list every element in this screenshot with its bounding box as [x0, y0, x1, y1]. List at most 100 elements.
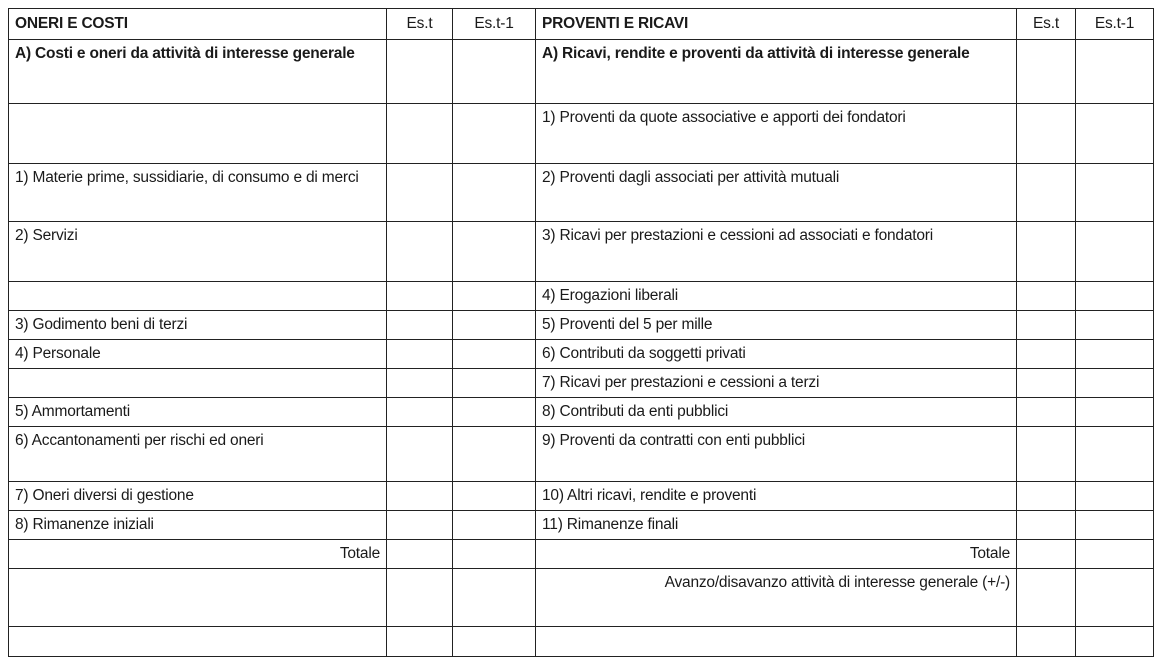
oneri-es-t-1-value — [452, 103, 536, 164]
proventi-label: 8) Contributi da enti pubblici — [535, 397, 1017, 427]
table-row: 7) Ricavi per prestazioni e cessioni a t… — [8, 368, 1154, 398]
oneri-label: A) Costi e oneri da attività di interess… — [8, 39, 387, 104]
proventi-label: 11) Rimanenze finali — [535, 510, 1017, 540]
oneri-label — [8, 568, 387, 627]
proventi-es-t-value — [1016, 163, 1076, 222]
header-row: ONERI E COSTI Es.t Es.t-1 PROVENTI E RIC… — [8, 8, 1154, 40]
oneri-label — [8, 626, 387, 657]
proventi-es-t-1-value — [1075, 103, 1154, 164]
oneri-es-t-value — [386, 221, 453, 282]
proventi-es-t-1-value — [1075, 568, 1154, 627]
proventi-es-t-value — [1016, 368, 1076, 398]
oneri-label: 8) Rimanenze iniziali — [8, 510, 387, 540]
oneri-es-t-value — [386, 103, 453, 164]
proventi-es-t-value — [1016, 310, 1076, 340]
proventi-es-t-value — [1016, 339, 1076, 369]
oneri-es-t-1-value — [452, 539, 536, 569]
oneri-label: 5) Ammortamenti — [8, 397, 387, 427]
proventi-label: 9) Proventi da contratti con enti pubbli… — [535, 426, 1017, 482]
table-row: 1) Proventi da quote associative e appor… — [8, 103, 1154, 164]
proventi-label: 3) Ricavi per prestazioni e cessioni ad … — [535, 221, 1017, 282]
oneri-es-t-1-value — [452, 368, 536, 398]
proventi-es-t-header: Es.t — [1016, 8, 1076, 40]
proventi-es-t-1-value — [1075, 539, 1154, 569]
rendiconto-gestionale-table: ONERI E COSTI Es.t Es.t-1 PROVENTI E RIC… — [8, 8, 1154, 657]
oneri-es-t-1-header: Es.t-1 — [452, 8, 536, 40]
oneri-es-t-1-value — [452, 221, 536, 282]
oneri-label: Totale — [8, 539, 387, 569]
oneri-es-t-1-value — [452, 481, 536, 511]
proventi-label: A) Ricavi, rendite e proventi da attivit… — [535, 39, 1017, 104]
table-row: 3) Godimento beni di terzi 5) Proventi de… — [8, 310, 1154, 340]
oneri-es-t-value — [386, 481, 453, 511]
oneri-es-t-value — [386, 539, 453, 569]
proventi-es-t-value — [1016, 221, 1076, 282]
proventi-es-t-value — [1016, 426, 1076, 482]
proventi-es-t-value — [1016, 539, 1076, 569]
oneri-es-t-1-value — [452, 626, 536, 657]
oneri-es-t-1-value — [452, 426, 536, 482]
oneri-es-t-value — [386, 310, 453, 340]
oneri-es-t-header: Es.t — [386, 8, 453, 40]
proventi-label: Totale — [535, 539, 1017, 569]
proventi-ricavi-header: PROVENTI E RICAVI — [535, 8, 1017, 40]
oneri-es-t-value — [386, 510, 453, 540]
oneri-es-t-value — [386, 397, 453, 427]
table-row: 4) Personale 6) Contributi da soggetti pr… — [8, 339, 1154, 369]
proventi-es-t-1-value — [1075, 163, 1154, 222]
oneri-es-t-value — [386, 281, 453, 311]
proventi-es-t-1-value — [1075, 626, 1154, 657]
proventi-es-t-1-value — [1075, 281, 1154, 311]
oneri-es-t-1-value — [452, 310, 536, 340]
oneri-label — [8, 281, 387, 311]
proventi-label: 4) Erogazioni liberali — [535, 281, 1017, 311]
oneri-label: 1) Materie prime, sussidiarie, di consum… — [8, 163, 387, 222]
oneri-label: 3) Godimento beni di terzi — [8, 310, 387, 340]
table-row: Avanzo/disavanzo attività di interesse g… — [8, 568, 1154, 627]
oneri-es-t-1-value — [452, 510, 536, 540]
proventi-label: Avanzo/disavanzo attività di interesse g… — [535, 568, 1017, 627]
oneri-label: 7) Oneri diversi di gestione — [8, 481, 387, 511]
proventi-es-t-1-header: Es.t-1 — [1075, 8, 1154, 40]
table-row: Totale Totale — [8, 539, 1154, 569]
proventi-es-t-value — [1016, 626, 1076, 657]
proventi-es-t-1-value — [1075, 221, 1154, 282]
proventi-label: 5) Proventi del 5 per mille — [535, 310, 1017, 340]
table-row: 8) Rimanenze iniziali 11) Rimanenze final… — [8, 510, 1154, 540]
oneri-es-t-value — [386, 339, 453, 369]
proventi-label: 10) Altri ricavi, rendite e proventi — [535, 481, 1017, 511]
table-row: 2) Servizi 3) Ricavi per prestazioni e ce… — [8, 221, 1154, 282]
table-row: 7) Oneri diversi di gestione 10) Altri ri… — [8, 481, 1154, 511]
proventi-es-t-value — [1016, 568, 1076, 627]
oneri-label: 6) Accantonamenti per rischi ed oneri — [8, 426, 387, 482]
proventi-es-t-1-value — [1075, 426, 1154, 482]
proventi-label: 7) Ricavi per prestazioni e cessioni a t… — [535, 368, 1017, 398]
proventi-es-t-1-value — [1075, 481, 1154, 511]
proventi-es-t-1-value — [1075, 368, 1154, 398]
proventi-label: 2) Proventi dagli associati per attività… — [535, 163, 1017, 222]
table-row: 6) Accantonamenti per rischi ed oneri 9) … — [8, 426, 1154, 482]
oneri-es-t-value — [386, 568, 453, 627]
proventi-label — [535, 626, 1017, 657]
table-row: 5) Ammortamenti 8) Contributi da enti pub… — [8, 397, 1154, 427]
proventi-es-t-value — [1016, 397, 1076, 427]
oneri-es-t-value — [386, 39, 453, 104]
proventi-es-t-1-value — [1075, 39, 1154, 104]
oneri-es-t-value — [386, 426, 453, 482]
proventi-es-t-value — [1016, 103, 1076, 164]
table-row: 1) Materie prime, sussidiarie, di consum… — [8, 163, 1154, 222]
oneri-es-t-1-value — [452, 568, 536, 627]
oneri-es-t-1-value — [452, 163, 536, 222]
oneri-costi-header: ONERI E COSTI — [8, 8, 387, 40]
oneri-label: 4) Personale — [8, 339, 387, 369]
oneri-es-t-1-value — [452, 281, 536, 311]
proventi-es-t-1-value — [1075, 339, 1154, 369]
oneri-label — [8, 368, 387, 398]
proventi-es-t-1-value — [1075, 510, 1154, 540]
oneri-es-t-value — [386, 368, 453, 398]
oneri-es-t-1-value — [452, 339, 536, 369]
oneri-es-t-value — [386, 626, 453, 657]
table-row — [8, 626, 1154, 657]
table-row: 4) Erogazioni liberali — [8, 281, 1154, 311]
oneri-label: 2) Servizi — [8, 221, 387, 282]
